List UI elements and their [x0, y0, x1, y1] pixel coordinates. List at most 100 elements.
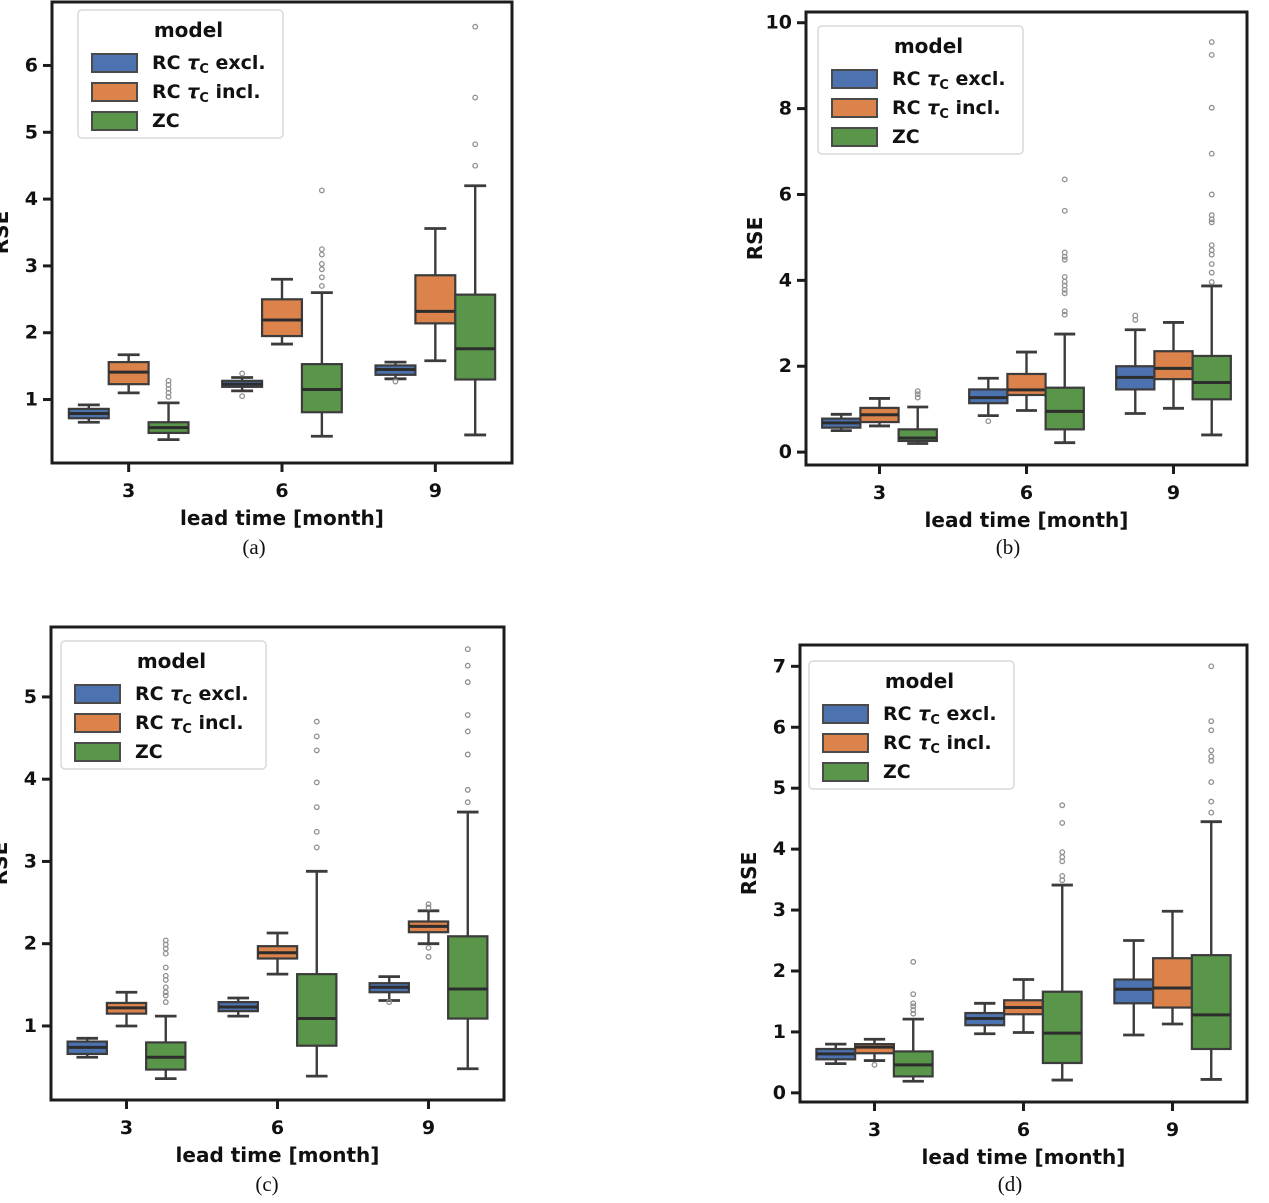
outlier-point — [910, 1007, 917, 1013]
outlier-point — [313, 844, 320, 851]
outlier-point — [1059, 858, 1066, 865]
outlier-point — [1208, 261, 1215, 267]
outlier-point — [1208, 269, 1215, 276]
legend-swatch — [822, 733, 869, 753]
outlier-point — [318, 187, 325, 194]
outlier-point — [1208, 279, 1215, 286]
outlier-point — [464, 662, 471, 669]
outlier-point — [1208, 51, 1215, 58]
outlier-point — [985, 418, 992, 425]
outlier-point — [392, 378, 399, 385]
box — [1153, 350, 1194, 381]
y-tick-label: 2 — [779, 355, 792, 377]
box — [1190, 954, 1232, 1051]
y-tick-label: 6 — [773, 716, 786, 738]
outlier-point — [313, 804, 320, 811]
y-tick-label: 2 — [773, 960, 786, 982]
legend-swatch — [822, 762, 869, 782]
outlier-point — [1061, 278, 1068, 285]
outlier-point — [318, 274, 325, 281]
legend-item-label: RC τC excl. — [152, 52, 266, 77]
y-tick-label: 1 — [24, 1015, 37, 1037]
outlier-point — [1208, 809, 1215, 816]
x-axis-label: lead time [month] — [922, 1145, 1126, 1169]
x-tick-label: 6 — [1020, 482, 1033, 504]
outlier-point — [914, 388, 921, 395]
outlier-point — [1208, 718, 1215, 725]
outlier-point — [162, 964, 169, 971]
outlier-point — [914, 394, 921, 401]
box — [1152, 957, 1193, 1009]
y-tick-label: 2 — [25, 322, 38, 344]
outlier-point — [313, 733, 320, 740]
box — [1191, 354, 1232, 401]
legend-box — [77, 9, 284, 139]
box — [1006, 372, 1047, 397]
box — [1044, 386, 1085, 431]
y-tick-label: 10 — [766, 12, 792, 34]
outlier-point — [1061, 253, 1068, 260]
outlier-point — [464, 799, 471, 806]
caption-b: (b) — [995, 535, 1021, 559]
y-axis: 1 2 3 4 5 6 — [25, 54, 52, 411]
outlier-point — [464, 786, 471, 793]
subplot-d: 0 1 2 3 4 5 6 7 RSE 3 6 9 lead time [month] model RC τ… — [737, 643, 1249, 1169]
legend-title: model — [894, 34, 963, 58]
outlier-point — [162, 989, 169, 996]
outlier-point — [318, 260, 325, 267]
outlier-point — [165, 393, 172, 400]
y-tick-label: 3 — [24, 850, 37, 872]
legend-swatch — [822, 704, 869, 724]
subplot-a: 1 2 3 4 5 6 RSE 3 6 9 lead time [month] model RC τC … — [0, 0, 514, 530]
outlier-point — [318, 251, 325, 258]
y-axis: 0 1 2 3 4 5 6 7 — [773, 655, 800, 1104]
y-tick-label: 6 — [25, 54, 38, 76]
y-tick-label: 5 — [25, 121, 38, 143]
outlier-point — [1208, 216, 1215, 223]
legend-swatch — [831, 69, 878, 89]
outlier-point — [318, 266, 325, 273]
series-rc-tau-incl — [105, 901, 450, 1028]
outlier-point — [1059, 802, 1066, 809]
legend-item-label: RC τC incl. — [892, 97, 1001, 122]
y-axis-label: RSE — [0, 211, 13, 254]
outlier-point — [162, 976, 169, 983]
y-axis-label: RSE — [0, 842, 12, 885]
outlier-point — [910, 1010, 917, 1017]
outlier-point — [425, 953, 432, 960]
series-rc-tau-excl — [67, 360, 417, 424]
legend-box — [60, 640, 267, 770]
outlier-point — [1208, 150, 1215, 157]
outlier-point — [1208, 251, 1215, 258]
box — [897, 428, 938, 443]
caption-a: (a) — [242, 535, 266, 559]
series-zc — [147, 23, 497, 442]
legend: model RC τC excl. RC τC incl. ZC — [808, 660, 1015, 790]
y-tick-label: 8 — [779, 98, 792, 120]
outlier-point — [871, 1061, 878, 1068]
y-tick-label: 5 — [24, 686, 37, 708]
y-axis: 0 2 4 6 8 10 — [766, 12, 806, 463]
outlier-point — [1059, 819, 1066, 826]
outlier-point — [464, 728, 471, 735]
outlier-point — [313, 747, 320, 754]
outlier-point — [1208, 191, 1215, 198]
y-tick-label: 5 — [773, 777, 786, 799]
series-rc-tau-incl — [854, 909, 1193, 1068]
x-tick-label: 6 — [275, 480, 288, 502]
x-tick-label: 6 — [1017, 1119, 1030, 1141]
x-tick-label: 3 — [873, 482, 886, 504]
y-tick-label: 4 — [779, 269, 792, 291]
outlier-point — [914, 391, 921, 398]
outlier-point — [239, 393, 246, 400]
y-tick-label: 1 — [25, 389, 38, 411]
outlier-point — [1208, 104, 1215, 111]
legend: model RC τC excl. RC τC incl. ZC — [817, 25, 1024, 155]
legend-swatch — [74, 684, 121, 704]
outlier-point — [472, 162, 479, 169]
outlier-point — [1061, 256, 1068, 263]
box — [854, 1043, 895, 1055]
outlier-point — [472, 94, 479, 101]
outlier-point — [1061, 176, 1068, 183]
outlier-point — [472, 141, 479, 148]
